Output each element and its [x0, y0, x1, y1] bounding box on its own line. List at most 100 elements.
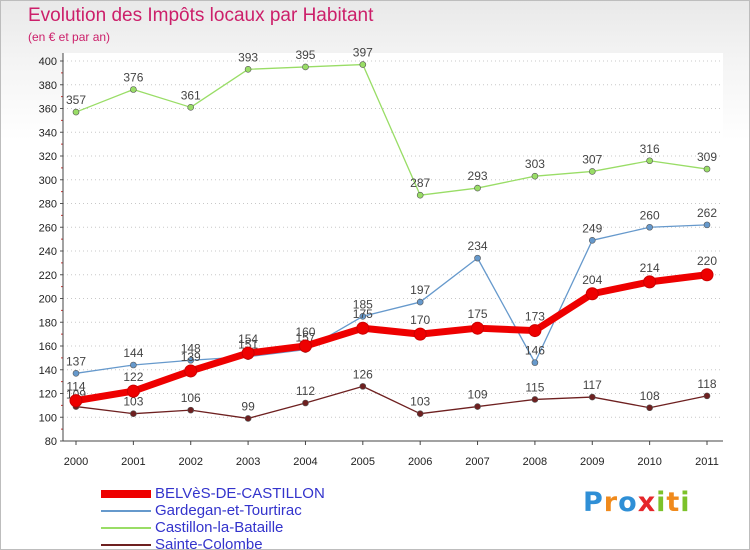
data-label-gardegan-et-tourtirac: 137	[66, 354, 86, 368]
data-label-belv-s-de-castillon: 220	[697, 254, 717, 268]
data-label-belv-s-de-castillon: 175	[353, 307, 373, 321]
data-label-gardegan-et-tourtirac: 260	[640, 208, 660, 222]
y-tick-label: 220	[39, 270, 57, 282]
data-label-castillon-la-bataille: 309	[697, 150, 717, 164]
data-point-castillon-la-bataille	[130, 86, 137, 93]
data-point-sainte-colombe	[531, 396, 539, 403]
data-label-sainte-colombe: 103	[410, 395, 430, 409]
data-point-belv-s-de-castillon	[471, 321, 485, 335]
data-label-gardegan-et-tourtirac: 249	[582, 221, 602, 235]
data-label-castillon-la-bataille: 395	[295, 48, 315, 62]
legend-swatch-gardegan	[101, 509, 151, 512]
data-label-belv-s-de-castillon: 139	[181, 350, 201, 364]
data-label-belv-s-de-castillon: 175	[468, 307, 488, 321]
data-point-castillon-la-bataille	[416, 191, 424, 199]
series-line-gardegan-et-tourtirac	[75, 224, 708, 374]
data-point-gardegan-et-tourtirac	[474, 254, 481, 262]
data-label-sainte-colombe: 112	[296, 384, 315, 398]
series-line-castillon-la-bataille	[75, 63, 708, 196]
data-point-sainte-colombe	[244, 415, 252, 422]
data-point-gardegan-et-tourtirac	[416, 298, 424, 306]
data-label-belv-s-de-castillon: 114	[66, 380, 85, 394]
data-point-castillon-la-bataille	[531, 172, 539, 180]
data-label-sainte-colombe: 103	[123, 395, 143, 409]
chart-subtitle: (en € et par an)	[28, 30, 111, 44]
data-label-gardegan-et-tourtirac: 148	[181, 341, 201, 355]
legend-label-sainte-colombe: Sainte-Colombe	[155, 536, 263, 550]
x-tick-label: 2003	[236, 456, 260, 468]
data-point-sainte-colombe	[187, 406, 195, 414]
legend-label-belves: BELVèS-DE-CASTILLON	[155, 485, 325, 502]
data-point-gardegan-et-tourtirac	[359, 313, 367, 320]
data-point-belv-s-de-castillon	[413, 327, 427, 341]
data-label-belv-s-de-castillon: 204	[582, 273, 602, 287]
logo-letter: r	[603, 487, 619, 518]
x-tick-label: 2010	[637, 456, 661, 468]
data-point-belv-s-de-castillon	[241, 346, 255, 360]
logo-letter: i	[680, 487, 691, 518]
logo-letter: t	[666, 487, 681, 518]
data-point-sainte-colombe	[588, 393, 596, 401]
y-tick-label: 200	[39, 294, 57, 306]
x-tick-label: 2005	[351, 456, 375, 468]
data-label-belv-s-de-castillon: 154	[238, 332, 258, 346]
data-point-belv-s-de-castillon	[298, 339, 312, 353]
data-label-castillon-la-bataille: 287	[410, 176, 430, 190]
data-label-castillon-la-bataille: 303	[525, 157, 545, 171]
data-point-gardegan-et-tourtirac	[703, 221, 711, 229]
y-tick-label: 340	[39, 127, 57, 139]
data-label-belv-s-de-castillon: 214	[640, 261, 660, 275]
data-label-sainte-colombe: 126	[353, 367, 373, 381]
data-label-belv-s-de-castillon: 160	[295, 325, 315, 339]
legend-label-castillon: Castillon-la-Bataille	[155, 519, 284, 536]
logo-letter: x	[637, 487, 657, 518]
data-point-belv-s-de-castillon	[184, 364, 198, 378]
logo-letter: i	[656, 487, 667, 518]
chart-title: Evolution des Impôts locaux par Habitant	[28, 5, 374, 26]
data-point-castillon-la-bataille	[474, 184, 481, 192]
x-tick-label: 2007	[465, 456, 489, 468]
legend-swatch-sainte-colombe	[101, 543, 151, 546]
data-point-gardegan-et-tourtirac	[72, 370, 80, 377]
x-tick-label: 2000	[64, 456, 88, 468]
data-point-gardegan-et-tourtirac	[646, 223, 653, 231]
y-tick-label: 320	[39, 151, 57, 163]
data-label-belv-s-de-castillon: 170	[410, 313, 430, 327]
data-label-sainte-colombe: 115	[525, 380, 544, 394]
data-point-gardegan-et-tourtirac	[187, 356, 195, 364]
data-point-castillon-la-bataille	[187, 104, 195, 111]
series-line-belv-s-de-castillon	[72, 271, 711, 405]
y-tick-label: 80	[45, 436, 57, 448]
data-point-castillon-la-bataille	[588, 168, 596, 175]
data-point-belv-s-de-castillon	[69, 394, 83, 408]
data-point-gardegan-et-tourtirac	[531, 359, 539, 366]
data-point-castillon-la-bataille	[359, 61, 367, 68]
data-point-gardegan-et-tourtirac	[588, 237, 596, 244]
data-label-castillon-la-bataille: 376	[123, 71, 143, 85]
x-tick-label: 2001	[121, 456, 145, 468]
data-label-belv-s-de-castillon: 173	[525, 310, 545, 324]
y-tick-label: 380	[39, 80, 57, 92]
data-label-castillon-la-bataille: 293	[468, 169, 488, 183]
y-tick-label: 280	[39, 199, 57, 211]
proxiti-logo: Proxiti	[583, 487, 691, 518]
data-point-sainte-colombe	[474, 403, 481, 410]
data-point-sainte-colombe	[302, 399, 309, 407]
legend-swatch-castillon	[101, 526, 151, 529]
data-label-sainte-colombe: 117	[583, 378, 602, 392]
data-label-gardegan-et-tourtirac: 151	[238, 338, 258, 352]
legend-label-gardegan: Gardegan-et-Tourtirac	[155, 502, 302, 519]
data-label-sainte-colombe: 99	[241, 399, 255, 413]
data-point-castillon-la-bataille	[646, 157, 653, 165]
x-tick-label: 2008	[523, 456, 547, 468]
data-point-belv-s-de-castillon	[700, 268, 714, 282]
data-label-sainte-colombe: 109	[468, 388, 488, 402]
data-point-sainte-colombe	[703, 392, 711, 400]
logo-letter: o	[618, 487, 638, 518]
y-tick-label: 160	[39, 341, 57, 353]
data-label-castillon-la-bataille: 316	[640, 142, 660, 156]
data-label-castillon-la-bataille: 357	[66, 93, 86, 107]
data-point-belv-s-de-castillon	[126, 384, 140, 398]
